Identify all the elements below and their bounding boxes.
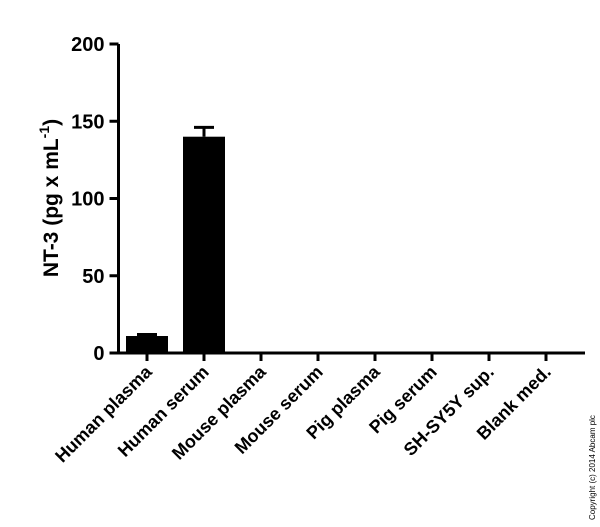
y-tick-label: 150 xyxy=(71,111,104,133)
y-tick-label: 50 xyxy=(82,266,104,288)
y-axis-label-close: ) xyxy=(40,119,63,126)
y-axis-label-sup: -1 xyxy=(36,126,52,139)
y-axis-label: NT-3 (pg x mL-1) xyxy=(36,119,63,277)
bar xyxy=(183,136,225,353)
y-axis-label-main: NT-3 (pg x mL xyxy=(40,138,63,277)
y-tick-label: 100 xyxy=(71,189,104,211)
y-tick-label: 200 xyxy=(71,34,104,56)
y-tick-label: 0 xyxy=(93,343,104,365)
x-tick-label: Human plasma xyxy=(51,361,156,466)
bar xyxy=(126,336,168,353)
copyright: Copyright (c) 2014 Abcam plc xyxy=(588,415,597,520)
